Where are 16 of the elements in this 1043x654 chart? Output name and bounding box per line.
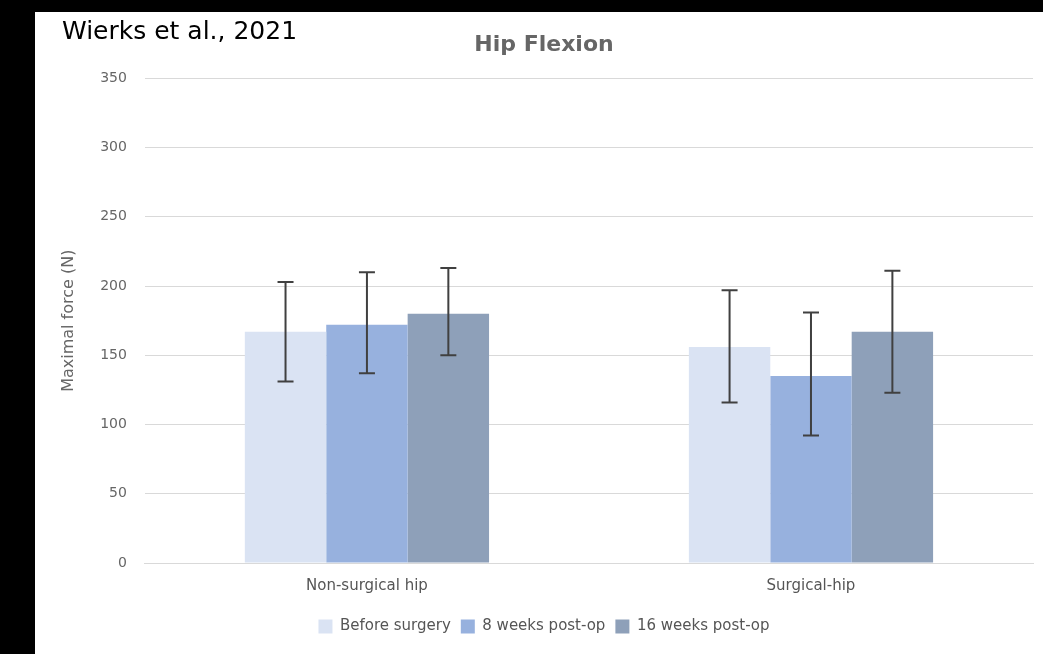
text: Wierks et al., 2021 [62,16,298,45]
y-tick-label: 200 [100,276,127,293]
x-tick-label: Non-surgical hip [306,575,428,594]
y-axis-title: Maximal force (N) [57,249,77,392]
y-tick-label: 300 [100,138,127,155]
chart-title: Hip Flexion [474,30,614,56]
y-tick-label: 250 [100,207,127,224]
legend-label: 8 weeks post-op [482,616,606,635]
y-tick-label: 100 [100,415,127,432]
y-tick-label: 150 [100,345,127,362]
x-tick-label: Surgical-hip [766,575,856,594]
legend-label: 16 weeks post-op [636,616,770,635]
legend-label: Before surgery [339,616,451,635]
y-tick-label: 0 [118,553,127,570]
y-tick-label: 350 [100,69,127,86]
y-tick-label: 50 [109,484,127,501]
